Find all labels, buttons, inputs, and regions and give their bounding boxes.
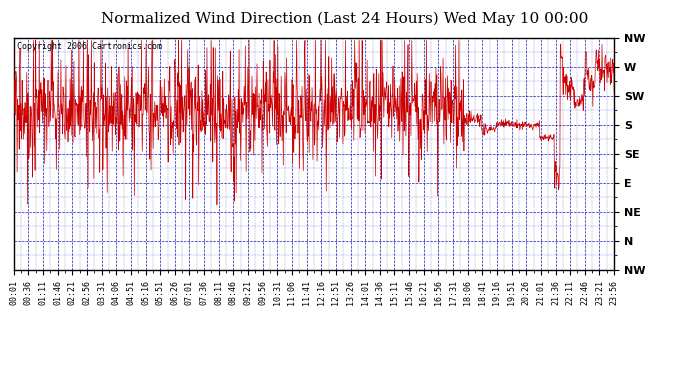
Text: Normalized Wind Direction (Last 24 Hours) Wed May 10 00:00: Normalized Wind Direction (Last 24 Hours… xyxy=(101,11,589,26)
Text: Copyright 2006 Cartronics.com: Copyright 2006 Cartronics.com xyxy=(17,42,161,51)
